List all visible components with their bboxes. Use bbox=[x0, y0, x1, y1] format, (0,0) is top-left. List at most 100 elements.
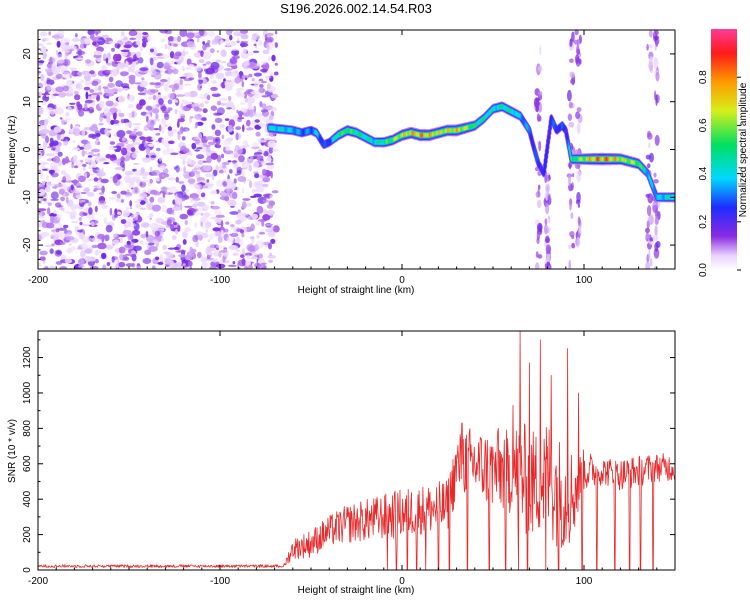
noise-blob bbox=[194, 221, 197, 229]
ridge-cell bbox=[449, 128, 451, 133]
noise-blob bbox=[117, 43, 121, 48]
ridge-cell bbox=[469, 124, 471, 129]
ridge-cell bbox=[432, 131, 434, 137]
noise-blob bbox=[262, 199, 271, 203]
noise-blob bbox=[254, 244, 259, 251]
noise-blob bbox=[47, 115, 51, 122]
noise-blob bbox=[222, 139, 232, 146]
noise-blob bbox=[216, 50, 220, 53]
noise-blob bbox=[155, 217, 163, 224]
noise-blob bbox=[163, 251, 170, 255]
ridge-cell bbox=[471, 124, 473, 129]
ridge-cell bbox=[343, 130, 345, 135]
noise-blob bbox=[141, 222, 150, 228]
noise-blob bbox=[149, 217, 152, 220]
ridge-cell bbox=[300, 130, 302, 135]
noise-blob bbox=[223, 181, 227, 187]
noise-blob bbox=[119, 253, 123, 261]
ridge-cell bbox=[413, 131, 415, 136]
noise-blob bbox=[248, 73, 253, 78]
ridge-cell bbox=[331, 138, 332, 143]
noise-blob bbox=[232, 252, 239, 256]
ridge-cell bbox=[476, 122, 478, 126]
streak-blob bbox=[655, 240, 661, 249]
noise-blob bbox=[151, 265, 156, 269]
noise-blob bbox=[166, 191, 169, 195]
noise-blob bbox=[251, 36, 257, 42]
ridge-cell bbox=[364, 135, 366, 140]
ridge-cell bbox=[313, 129, 315, 134]
ridge-cell bbox=[477, 121, 478, 126]
noise-blob bbox=[82, 163, 87, 167]
noise-blob bbox=[159, 30, 169, 34]
noise-blob bbox=[125, 253, 131, 256]
ridge-cell bbox=[446, 128, 448, 133]
ridge-cell bbox=[301, 130, 302, 135]
ridge-cell bbox=[277, 126, 279, 131]
ridge-cell bbox=[333, 137, 334, 141]
noise-blob bbox=[60, 133, 65, 140]
ridge-cell bbox=[359, 132, 360, 137]
noise-blob bbox=[114, 167, 124, 171]
noise-blob bbox=[45, 94, 49, 98]
ridge-cell bbox=[280, 127, 281, 131]
noise-blob bbox=[262, 209, 268, 215]
noise-blob bbox=[149, 57, 154, 66]
noise-blob bbox=[249, 180, 253, 189]
ridge-cell bbox=[433, 131, 434, 137]
noise-blob bbox=[250, 156, 254, 161]
ridge-cell bbox=[304, 130, 306, 134]
noise-blob bbox=[241, 187, 245, 194]
noise-blob bbox=[40, 172, 44, 180]
noise-blob bbox=[167, 76, 171, 85]
noise-blob bbox=[161, 204, 168, 213]
noise-blob bbox=[118, 246, 126, 254]
noise-blob bbox=[157, 261, 164, 265]
noise-blob bbox=[84, 80, 92, 86]
noise-blob bbox=[122, 229, 132, 236]
streak-blob bbox=[546, 226, 551, 233]
noise-blob bbox=[122, 37, 128, 41]
noise-blob bbox=[130, 63, 136, 71]
streak-blob bbox=[576, 170, 582, 183]
noise-blob bbox=[201, 261, 209, 269]
noise-blob bbox=[164, 113, 170, 121]
noise-blob bbox=[162, 174, 170, 178]
noise-blob bbox=[57, 53, 63, 58]
noise-blob bbox=[202, 41, 206, 45]
noise-blob bbox=[56, 59, 65, 64]
noise-blob bbox=[122, 118, 130, 124]
noise-blob bbox=[241, 75, 250, 80]
noise-blob bbox=[213, 112, 222, 116]
noise-blob bbox=[51, 140, 59, 146]
noise-blob bbox=[196, 154, 205, 160]
noise-blob bbox=[235, 219, 242, 225]
noise-blob bbox=[51, 67, 61, 74]
noise-blob bbox=[99, 157, 107, 162]
noise-blob bbox=[251, 239, 255, 243]
streak-blob bbox=[538, 140, 542, 152]
ridge-cell bbox=[269, 126, 271, 130]
noise-blob bbox=[256, 234, 260, 240]
ridge-cell bbox=[408, 131, 409, 136]
ridge-cell bbox=[388, 138, 390, 144]
noise-blob bbox=[135, 136, 141, 144]
ridge-cell bbox=[458, 127, 460, 133]
ridge-cell bbox=[314, 130, 315, 134]
ridge-cell bbox=[311, 128, 313, 133]
streak-blob bbox=[571, 31, 575, 43]
ridge-cell bbox=[303, 130, 304, 135]
noise-blob bbox=[164, 257, 172, 265]
noise-blob bbox=[116, 175, 122, 179]
noise-blob bbox=[60, 138, 67, 142]
noise-blob bbox=[97, 233, 105, 240]
streak-blob bbox=[653, 266, 657, 269]
noise-blob bbox=[226, 236, 235, 243]
noise-blob bbox=[250, 195, 257, 198]
noise-blob bbox=[78, 217, 82, 221]
noise-blob bbox=[190, 197, 193, 204]
noise-blob bbox=[98, 192, 105, 195]
noise-blob bbox=[220, 49, 227, 57]
ridge-cell bbox=[273, 126, 275, 131]
noise-blob bbox=[246, 109, 257, 117]
